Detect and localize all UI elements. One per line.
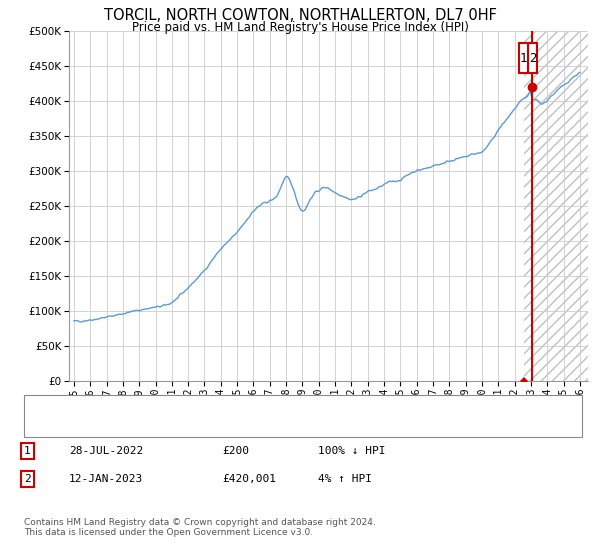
Text: 1: 1 bbox=[520, 52, 527, 64]
Text: 28-JUL-2022: 28-JUL-2022 bbox=[69, 446, 143, 456]
Text: 100% ↓ HPI: 100% ↓ HPI bbox=[318, 446, 386, 456]
Text: TORCIL, NORTH COWTON, NORTHALLERTON, DL7 0HF: TORCIL, NORTH COWTON, NORTHALLERTON, DL7… bbox=[104, 8, 496, 24]
Text: 1: 1 bbox=[24, 446, 31, 456]
Text: 4% ↑ HPI: 4% ↑ HPI bbox=[318, 474, 372, 484]
Text: Contains HM Land Registry data © Crown copyright and database right 2024.
This d: Contains HM Land Registry data © Crown c… bbox=[24, 518, 376, 538]
Text: £420,001: £420,001 bbox=[222, 474, 276, 484]
Text: Price paid vs. HM Land Registry's House Price Index (HPI): Price paid vs. HM Land Registry's House … bbox=[131, 21, 469, 34]
Text: 2: 2 bbox=[529, 52, 536, 64]
Bar bbox=[519, 44, 528, 73]
Text: 2: 2 bbox=[24, 474, 31, 484]
Text: HPI: Average price, detached house, North Yorkshire: HPI: Average price, detached house, Nort… bbox=[69, 417, 388, 427]
Text: £200: £200 bbox=[222, 446, 249, 456]
Text: 12-JAN-2023: 12-JAN-2023 bbox=[69, 474, 143, 484]
Text: TORCIL, NORTH COWTON, NORTHALLERTON, DL7 0HF (detached house): TORCIL, NORTH COWTON, NORTHALLERTON, DL7… bbox=[69, 400, 450, 410]
Bar bbox=[528, 44, 537, 73]
